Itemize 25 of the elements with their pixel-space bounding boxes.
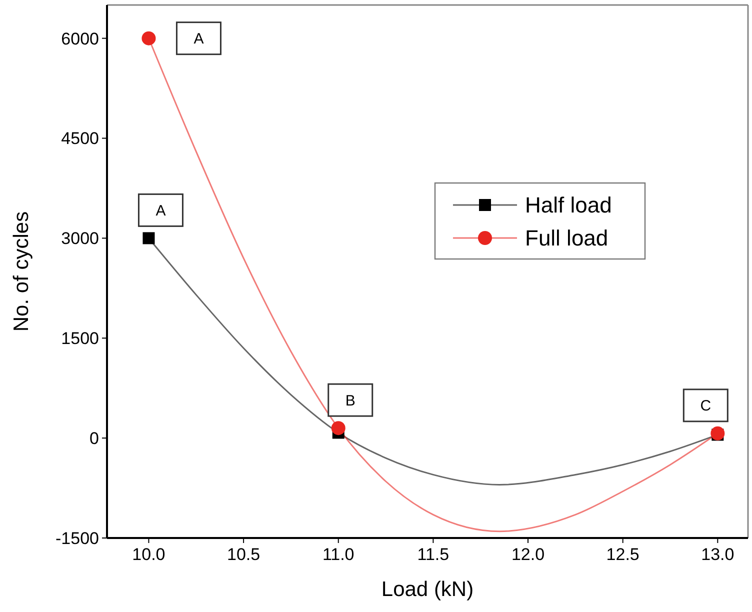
y-axis-title: No. of cycles xyxy=(10,211,33,332)
y-tick-label: 0 xyxy=(90,429,99,448)
y-tick-label: -1500 xyxy=(56,528,99,548)
point xyxy=(142,31,156,46)
point xyxy=(710,426,725,440)
y-tick-label: 1500 xyxy=(61,329,99,348)
legend-label: Full load xyxy=(525,226,608,251)
legend-label: Half load xyxy=(525,192,612,218)
point xyxy=(142,232,155,244)
y-tick-label: 3000 xyxy=(61,229,99,248)
annotation: A xyxy=(194,30,204,48)
x-tick-label: 13.0 xyxy=(701,545,734,564)
annotation: A xyxy=(156,202,166,220)
x-axis-title: Load (kN) xyxy=(381,578,474,601)
x-tick-label: 12.5 xyxy=(606,545,640,564)
point xyxy=(331,421,346,436)
x-tick-label: 12.0 xyxy=(511,545,545,564)
x-tick-label: 11.0 xyxy=(322,545,354,564)
x-tick-label: 10.0 xyxy=(132,545,166,564)
annotation: B xyxy=(345,392,356,410)
y-tick-label: 4500 xyxy=(61,129,99,148)
x-tick-label: 11.5 xyxy=(417,545,450,564)
y-tick-label: 6000 xyxy=(61,29,99,48)
x-tick-label: 10.5 xyxy=(226,545,260,564)
annotation: C xyxy=(700,398,712,415)
